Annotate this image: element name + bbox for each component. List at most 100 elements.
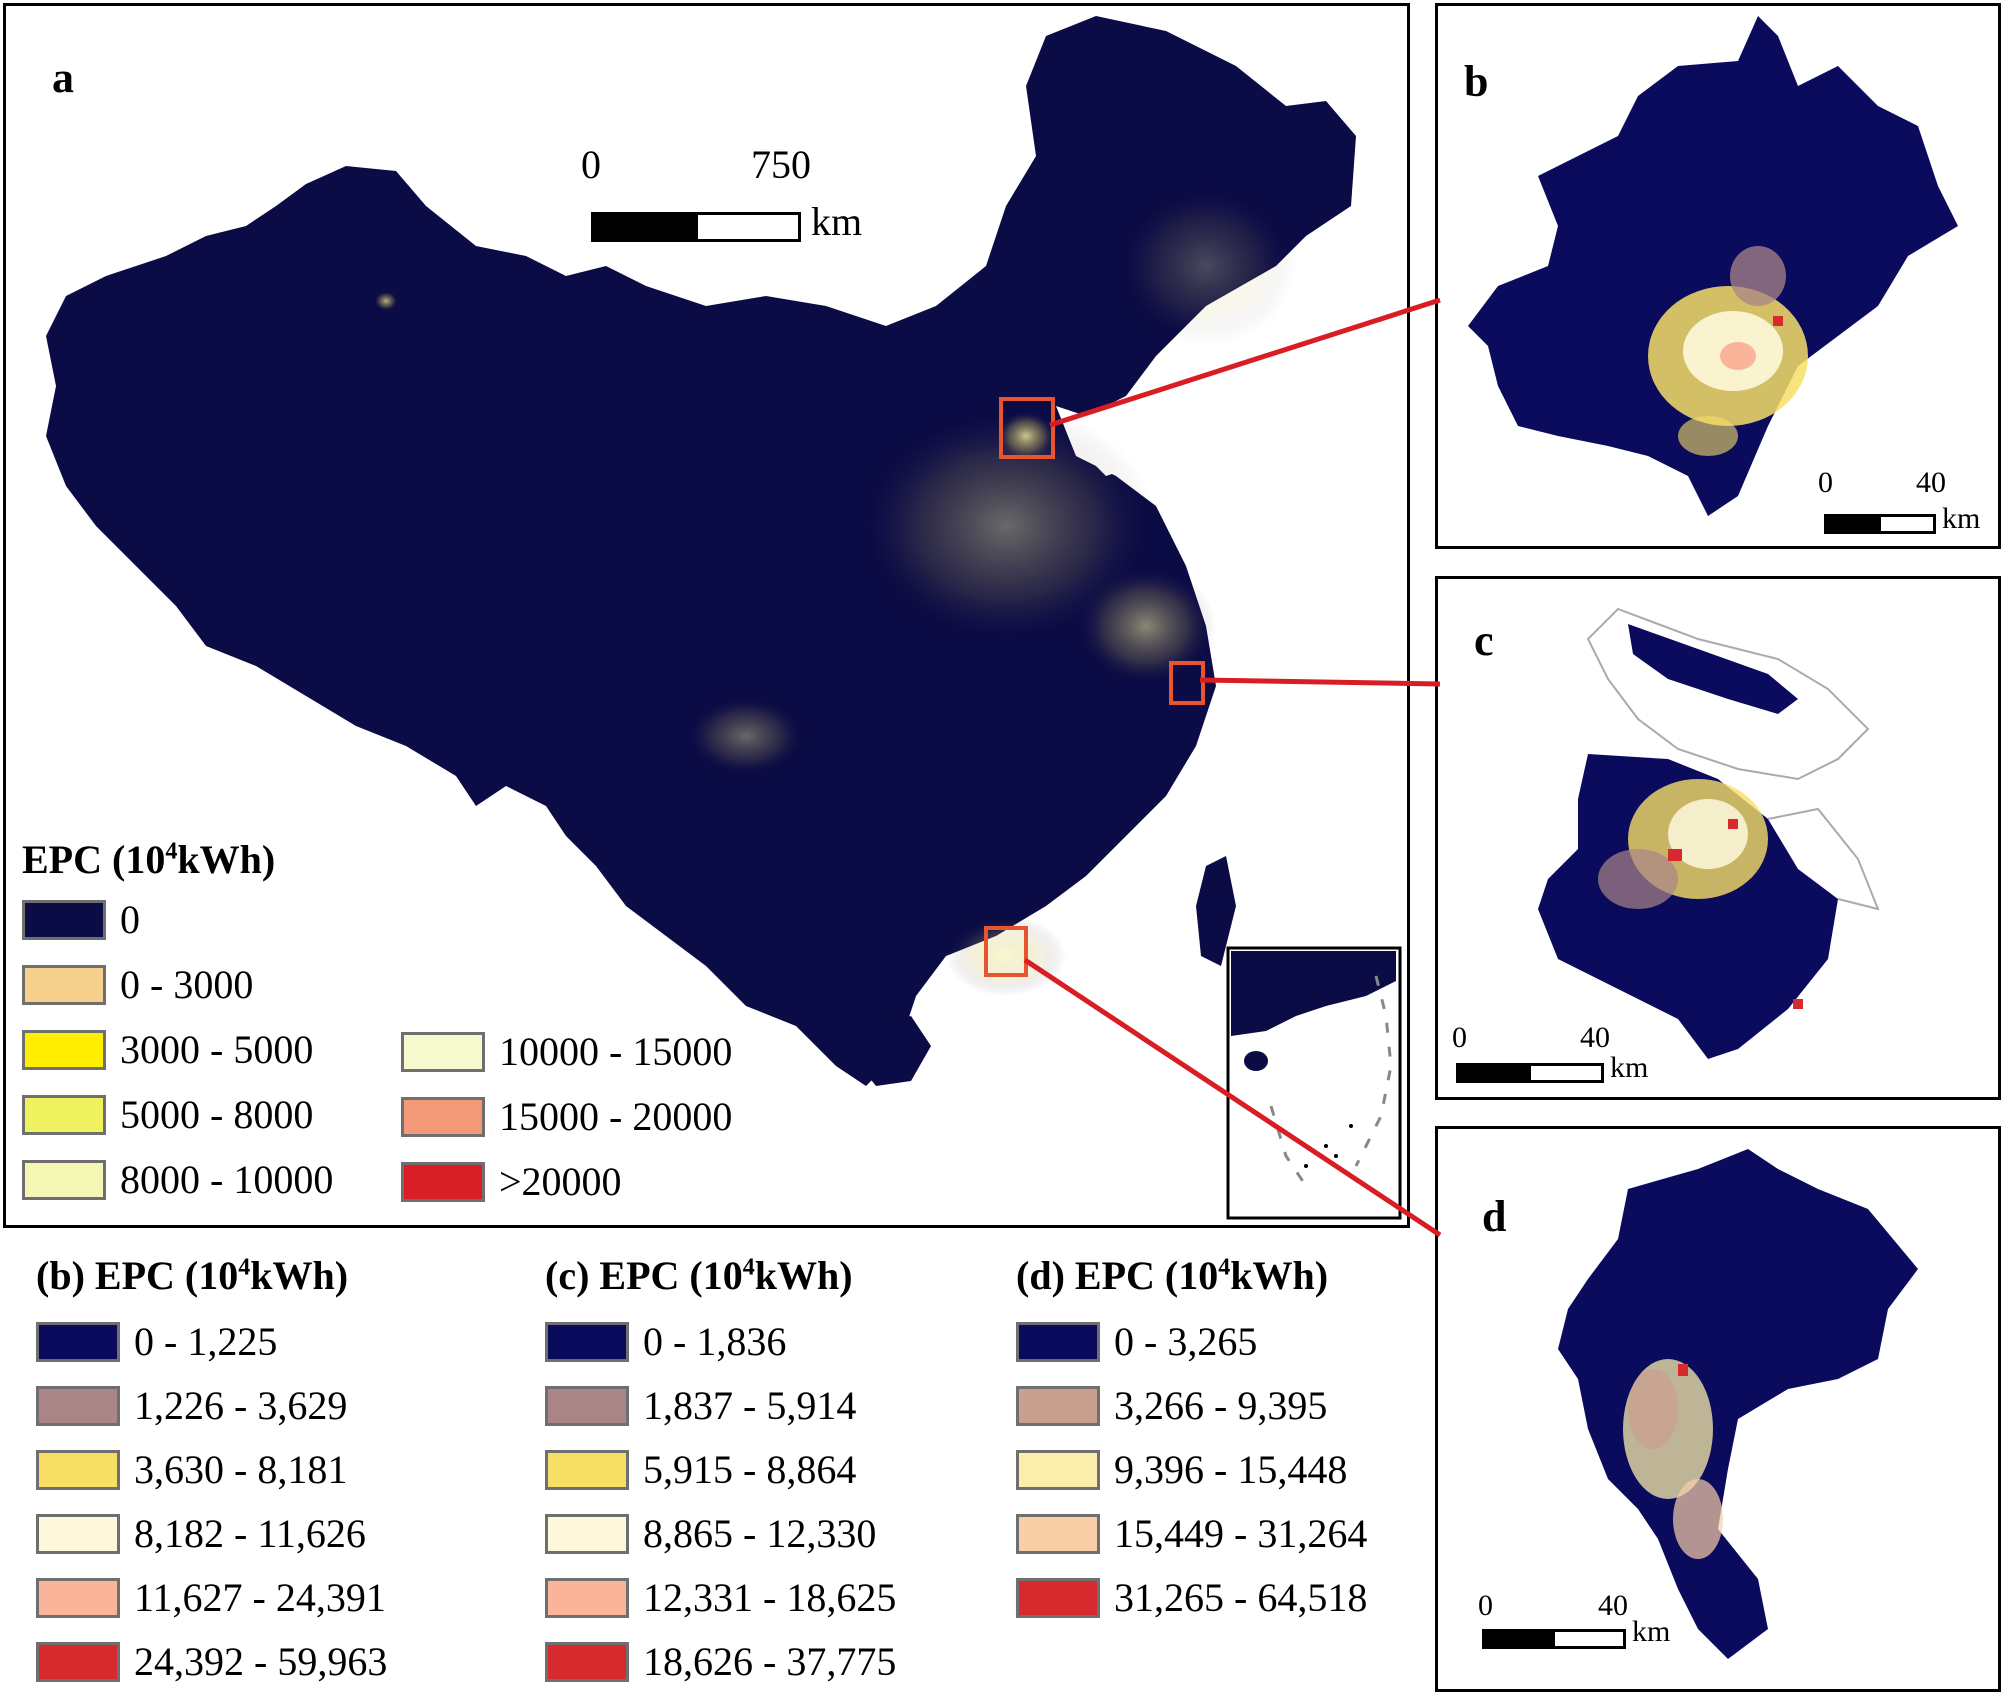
legend-swatch [545, 1449, 629, 1490]
legend-item: 8,865 - 12,330 [545, 1510, 876, 1557]
scalebar-c-unit: km [1610, 1051, 1649, 1084]
legend-swatch [36, 1449, 120, 1490]
legend-label: 15000 - 20000 [499, 1094, 733, 1139]
scalebar-d-unit: km [1632, 1615, 1671, 1648]
legend-swatch [1016, 1577, 1100, 1618]
highlight-box-beijing [999, 397, 1055, 459]
legend-label: 8,865 - 12,330 [643, 1511, 877, 1556]
legend-swatch [36, 1577, 120, 1618]
scalebar-c-end: 40 [1580, 1021, 1610, 1054]
legend-label: 15,449 - 31,264 [1114, 1511, 1368, 1556]
legend-label: 8,182 - 11,626 [134, 1511, 366, 1556]
legend-label: 9,396 - 15,448 [1114, 1447, 1348, 1492]
scalebar-b-unit: km [1942, 502, 1981, 535]
legend-item: 10000 - 15000 [401, 1028, 732, 1075]
legend-swatch [1016, 1321, 1100, 1362]
legend-swatch [22, 1094, 106, 1135]
panel-a-main-map: a 0 750 km EPC (104kWh) 0 0 - 3000 3000 - … [3, 3, 1410, 1228]
scalebar-b [1824, 514, 1936, 534]
legend-label: 1,226 - 3,629 [134, 1383, 348, 1428]
light-glow-northeast [1116, 186, 1296, 346]
scalebar-d-start: 0 [1478, 1589, 1493, 1622]
beijing-hotspot [1773, 316, 1783, 326]
legend-item: 5,915 - 8,864 [545, 1446, 856, 1493]
panel-c-label: c [1474, 616, 1494, 665]
legend-item: 0 - 1,836 [545, 1318, 786, 1365]
legend-item: 0 - 1,225 [36, 1318, 277, 1365]
legend-d-title: (d) EPC (104kWh) [1016, 1253, 1329, 1298]
legend-swatch [401, 1031, 485, 1072]
legend-swatch [545, 1321, 629, 1362]
legend-swatch [36, 1385, 120, 1426]
shanghai-urban-mixed [1598, 849, 1678, 909]
shanghai-boundary-outline [1586, 607, 1870, 781]
legend-item: 24,392 - 59,963 [36, 1638, 387, 1685]
legend-label: 0 - 1,225 [134, 1319, 278, 1364]
chongming-island [1628, 624, 1798, 714]
scalebar-a [591, 212, 801, 242]
legend-item: >20000 [401, 1158, 622, 1205]
panel-b-beijing: b 0 40 km [1435, 3, 2001, 549]
legend-item: 8,182 - 11,626 [36, 1510, 366, 1557]
scalebar-b-start: 0 [1818, 466, 1833, 499]
panel-d-label: d [1482, 1192, 1507, 1241]
scalebar-c [1456, 1063, 1604, 1083]
guangzhou-map [1558, 1149, 1918, 1659]
legend-item: 15000 - 20000 [401, 1093, 732, 1140]
legend-swatch [22, 1159, 106, 1200]
legend-swatch [401, 1161, 485, 1202]
legend-label: 0 [120, 897, 140, 942]
legend-item: 11,627 - 24,391 [36, 1574, 386, 1621]
highlight-box-guangzhou [984, 926, 1028, 977]
guangzhou-urban-south [1673, 1479, 1723, 1559]
china-landmass [46, 16, 1356, 1086]
legend-label: 3,266 - 9,395 [1114, 1383, 1328, 1428]
legend-label: >20000 [499, 1159, 622, 1204]
taiwan-island [1196, 856, 1236, 966]
beijing-boundary [1468, 16, 1958, 516]
shanghai-urban-center [1668, 799, 1748, 869]
scalebar-a-unit: km [811, 199, 863, 244]
legend-swatch [36, 1513, 120, 1554]
legend-item: 18,626 - 37,775 [545, 1638, 896, 1685]
guangzhou-urban-mixed [1628, 1369, 1678, 1449]
legend-label: 24,392 - 59,963 [134, 1639, 388, 1684]
light-glow-beijing [996, 411, 1056, 461]
legend-item: 3000 - 5000 [22, 1026, 313, 1073]
legend-label: 0 - 1,836 [643, 1319, 787, 1364]
light-glow-yangtze-delta [1076, 566, 1216, 686]
legend-item: 3,266 - 9,395 [1016, 1382, 1327, 1429]
beijing-urban-north [1730, 246, 1786, 306]
legend-item: 1,837 - 5,914 [545, 1382, 856, 1429]
legend-swatch [22, 899, 106, 940]
legend-b-title: (b) EPC (104kWh) [36, 1253, 349, 1298]
legend-item: 5000 - 8000 [22, 1091, 313, 1138]
legend-swatch [1016, 1513, 1100, 1554]
legend-item: 31,265 - 64,518 [1016, 1574, 1367, 1621]
beijing-urban-south [1678, 416, 1738, 456]
beijing-urban-hot [1720, 342, 1756, 370]
legend-item: 0 [22, 896, 140, 943]
shanghai-hotspot-2 [1728, 819, 1738, 829]
panel-d-guangzhou: d 0 40 km [1435, 1126, 2001, 1692]
scalebar-d-end: 40 [1598, 1589, 1628, 1622]
legend-swatch [36, 1641, 120, 1682]
guangzhou-hotspot [1678, 1364, 1688, 1376]
light-glow-north-china [856, 406, 1156, 646]
legend-swatch [545, 1641, 629, 1682]
beijing-map [1468, 16, 1958, 516]
scalebar-d [1482, 1629, 1626, 1649]
legend-label: 11,627 - 24,391 [134, 1575, 386, 1620]
legend-item: 9,396 - 15,448 [1016, 1446, 1347, 1493]
legend-label: 1,837 - 5,914 [643, 1383, 857, 1428]
hainan-island [856, 1016, 931, 1086]
legend-label: 3,630 - 8,181 [134, 1447, 348, 1492]
legend-item: 1,226 - 3,629 [36, 1382, 347, 1429]
legend-label: 18,626 - 37,775 [643, 1639, 897, 1684]
panel-a-label: a [52, 53, 74, 102]
shanghai-map [1538, 607, 1880, 1059]
south-china-sea-inset [1226, 946, 1402, 1220]
legend-item: 15,449 - 31,264 [1016, 1510, 1367, 1557]
legend-item: 8000 - 10000 [22, 1156, 333, 1203]
legend-label: 31,265 - 64,518 [1114, 1575, 1368, 1620]
